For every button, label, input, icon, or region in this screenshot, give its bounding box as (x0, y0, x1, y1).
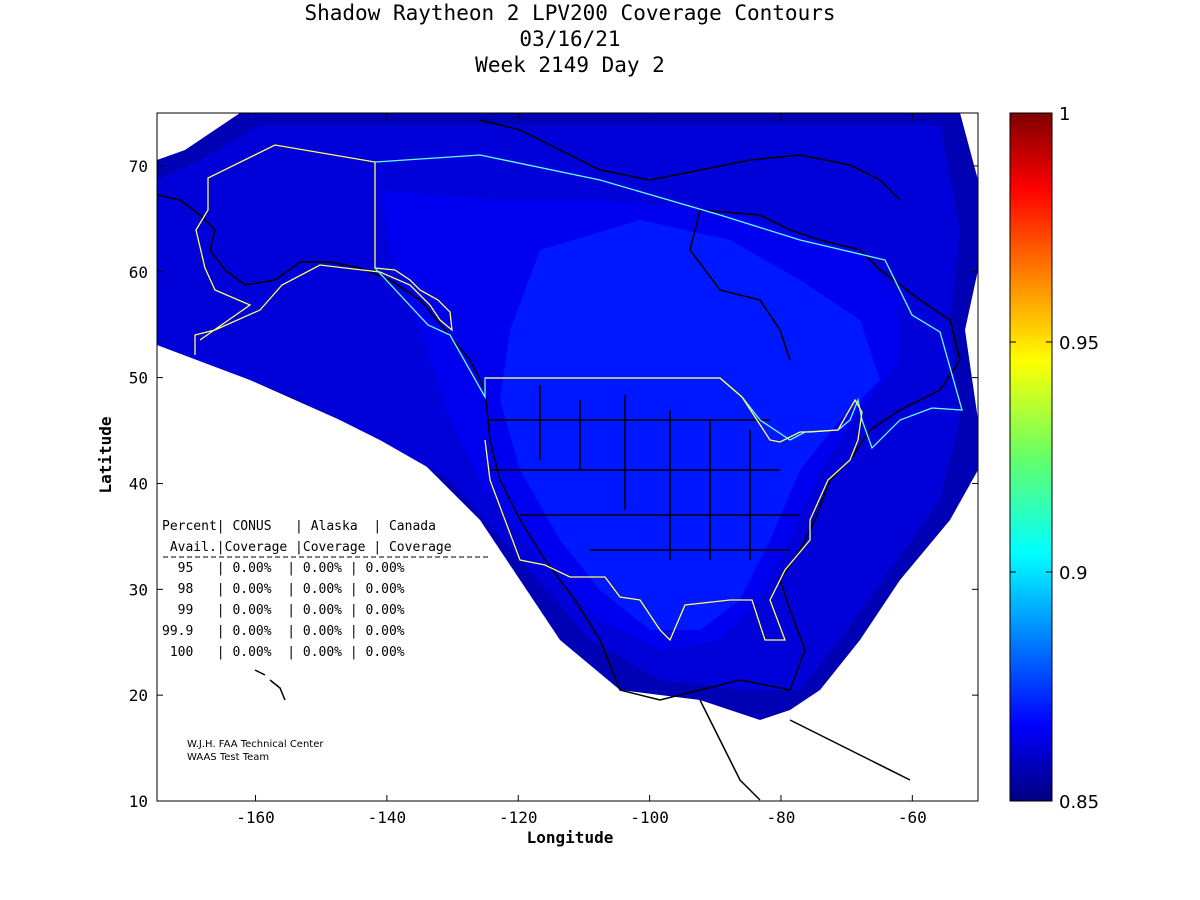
chart-title-line1: Shadow Raytheon 2 LPV200 Coverage Contou… (304, 1, 836, 25)
y-tick-label: 30 (129, 580, 148, 599)
y-tick-label: 70 (129, 157, 148, 176)
x-tick-label: -100 (630, 808, 669, 827)
credit-line-1: W.J.H. FAA Technical Center (187, 739, 324, 750)
y-tick-labels: 70 60 50 40 30 20 10 (129, 157, 148, 811)
axis-ticks (157, 113, 978, 802)
table-header-2: Avail.|Coverage |Coverage | Coverage (162, 540, 452, 555)
colorbar-label-095: 0.95 (1059, 333, 1099, 354)
chart-title-week: Week 2149 Day 2 (475, 53, 665, 77)
x-tick-label: -160 (236, 808, 275, 827)
table-row: 100 | 0.00% | 0.00% | 0.00% (162, 645, 405, 660)
credit-line-2: WAAS Test Team (187, 752, 269, 763)
table-header-1: Percent| CONUS | Alaska | Canada (162, 519, 436, 534)
y-tick-label: 10 (129, 792, 148, 811)
y-tick-label: 20 (129, 686, 148, 705)
y-tick-label: 60 (129, 263, 148, 282)
plot-frame (156, 112, 979, 802)
y-axis-label: Latitude (96, 416, 115, 493)
table-row: 99.9 | 0.00% | 0.00% | 0.00% (162, 624, 405, 639)
y-tick-label: 40 (129, 474, 148, 493)
x-tick-labels: -160 -140 -120 -100 -80 -60 (236, 808, 927, 827)
table-row: 95 | 0.00% | 0.00% | 0.00% (162, 561, 405, 576)
colorbar-label-1: 1 (1059, 104, 1070, 125)
colorbar (1009, 112, 1053, 802)
y-tick-label: 50 (129, 369, 148, 388)
table-row: 99 | 0.00% | 0.00% | 0.00% (162, 603, 405, 618)
colorbar-label-09: 0.9 (1059, 563, 1088, 584)
chart-title-date: 03/16/21 (519, 27, 621, 51)
coverage-contours (157, 113, 978, 801)
x-tick-label: -60 (898, 808, 927, 827)
coverage-table: Percent| CONUS | Alaska | Canada Avail.|… (162, 519, 490, 660)
coverage-band-core (500, 220, 880, 630)
alaska-service-volume (194, 144, 453, 355)
x-axis-label: Longitude (527, 828, 614, 847)
x-tick-label: -80 (767, 808, 796, 827)
conus-service-volume (484, 377, 863, 642)
table-row: 98 | 0.00% | 0.00% | 0.00% (162, 582, 405, 597)
colorbar-label-085: 0.85 (1059, 792, 1099, 813)
x-tick-label: -120 (499, 808, 538, 827)
coastlines (157, 119, 961, 801)
x-tick-label: -140 (368, 808, 407, 827)
colorbar-ticks (1010, 341, 1052, 573)
